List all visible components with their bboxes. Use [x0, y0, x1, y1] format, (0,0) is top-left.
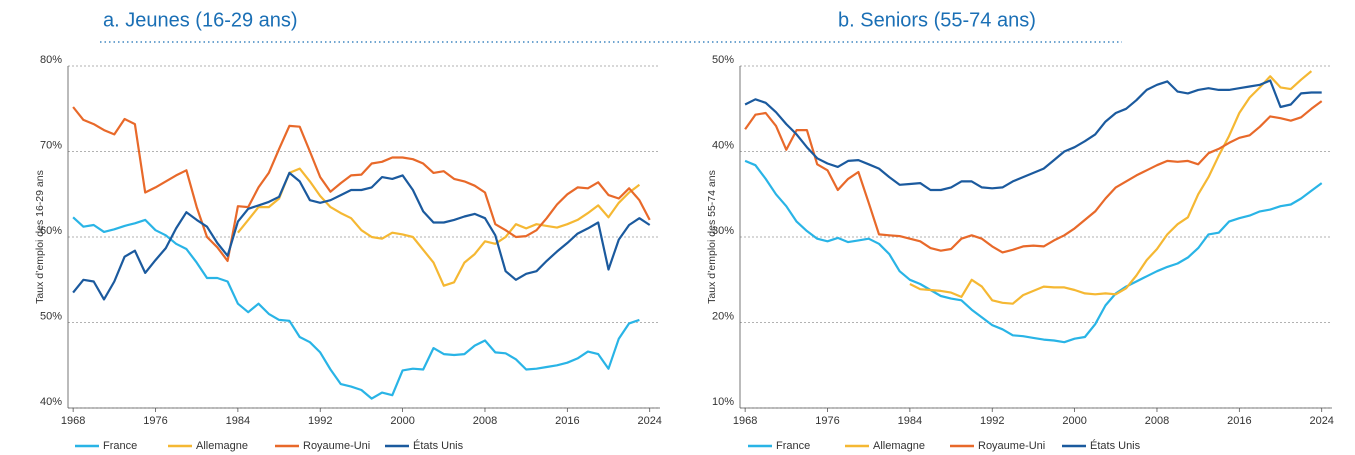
y-tick-label: 30% [712, 225, 734, 237]
chart-title: a. Jeunes (16-29 ans) [103, 9, 298, 31]
y-axis-title: Taux d’emploi des 55-74 ans [706, 170, 718, 304]
legend-label: Royaume-Uni [303, 440, 370, 452]
x-tick-label: 1984 [898, 415, 922, 427]
series-line [72, 106, 651, 262]
series-line [909, 70, 1313, 305]
series-line [744, 159, 1323, 344]
y-tick-label: 10% [712, 396, 734, 408]
legend-label: Allemagne [873, 440, 925, 452]
x-tick-label: 2008 [1145, 415, 1169, 427]
x-tick-label: 2024 [1309, 415, 1333, 427]
x-tick-label: 2000 [390, 415, 414, 427]
x-tick-label: 1968 [733, 415, 757, 427]
y-tick-label: 70% [40, 139, 62, 151]
x-tick-label: 1992 [980, 415, 1004, 427]
y-tick-label: 40% [40, 396, 62, 408]
x-tick-label: 2016 [1227, 415, 1251, 427]
legend-label: États Unis [1090, 439, 1141, 452]
y-tick-label: 40% [712, 139, 734, 151]
legend-label: France [103, 440, 137, 452]
x-tick-label: 2008 [473, 415, 497, 427]
y-tick-label: 20% [712, 310, 734, 322]
chart-title: b. Seniors (55-74 ans) [838, 9, 1036, 31]
legend-label: France [776, 440, 810, 452]
x-tick-label: 2016 [555, 415, 579, 427]
legend-label: Allemagne [196, 440, 248, 452]
series-line [72, 171, 651, 301]
x-tick-label: 2024 [637, 415, 661, 427]
x-tick-label: 1968 [61, 415, 85, 427]
y-tick-label: 80% [40, 54, 62, 66]
series-line [744, 79, 1322, 192]
legend-label: États Unis [413, 439, 464, 452]
series-line [237, 167, 641, 287]
series-line [744, 100, 1323, 254]
legend-label: Royaume-Uni [978, 440, 1045, 452]
x-tick-label: 2000 [1062, 415, 1086, 427]
series-line [72, 216, 640, 400]
y-tick-label: 50% [40, 310, 62, 322]
y-tick-label: 50% [712, 54, 734, 66]
x-tick-label: 1984 [226, 415, 250, 427]
x-tick-label: 1976 [143, 415, 167, 427]
x-tick-label: 1976 [815, 415, 839, 427]
y-axis-title: Taux d’emploi des 16-29 ans [34, 170, 46, 304]
x-tick-label: 1992 [308, 415, 332, 427]
y-tick-label: 60% [40, 225, 62, 237]
